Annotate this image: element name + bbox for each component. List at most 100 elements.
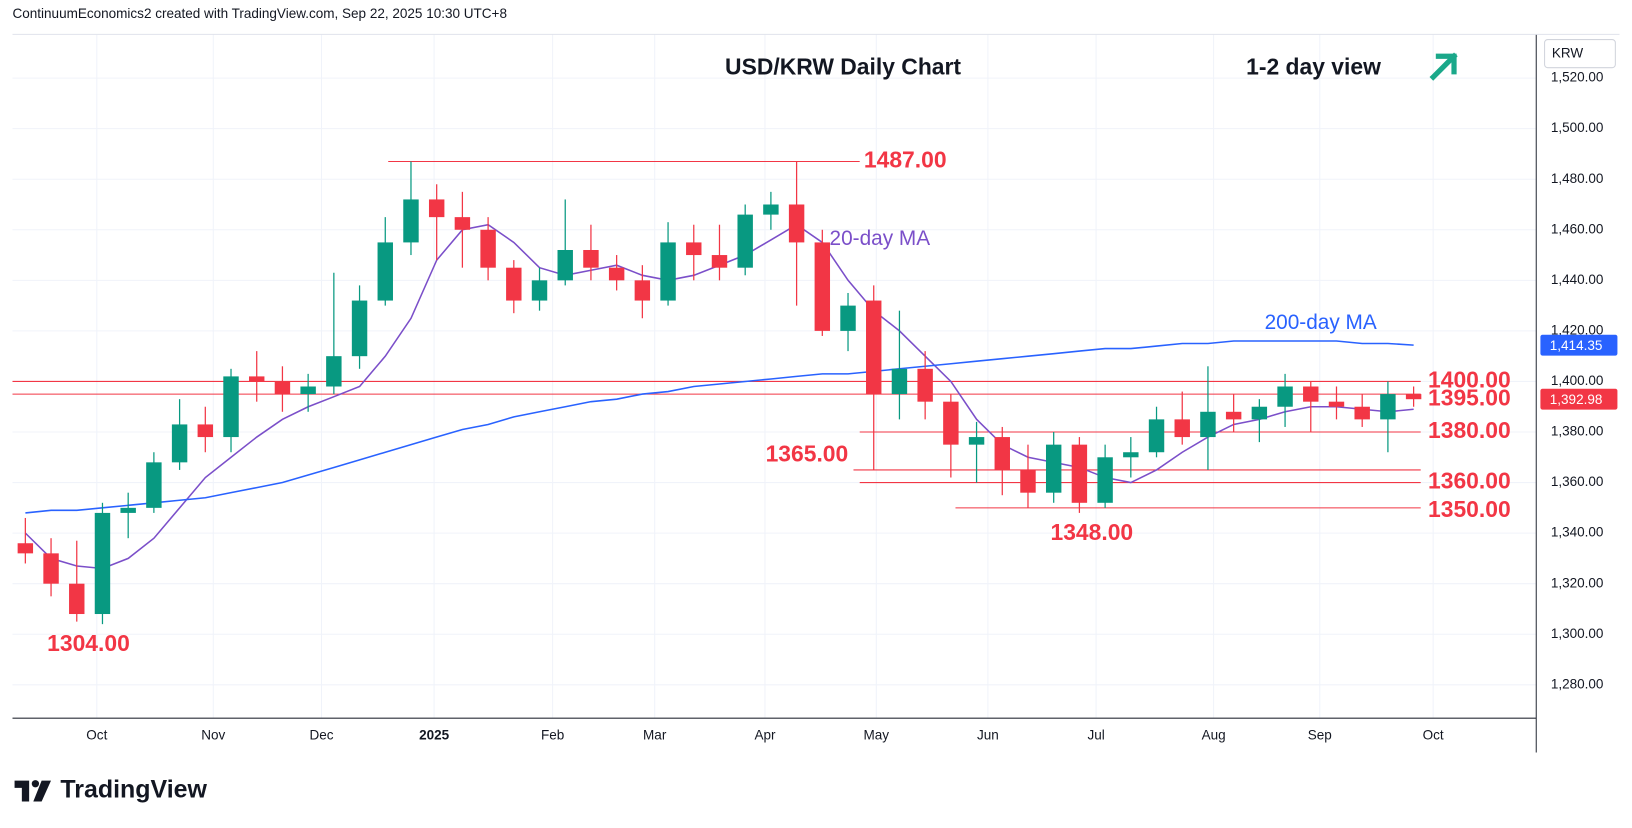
candle-body xyxy=(1303,386,1319,402)
y-tick-label: 1,360.00 xyxy=(1551,474,1604,489)
y-tick-label: 1,380.00 xyxy=(1551,424,1604,439)
low-label: 1348.00 xyxy=(1050,519,1133,545)
candle-body xyxy=(17,543,34,554)
x-tick-label: Mar xyxy=(643,727,667,742)
candle-body xyxy=(634,280,651,301)
candle-body xyxy=(1020,469,1036,493)
candle-body xyxy=(788,204,805,243)
x-tick-label: Feb xyxy=(541,727,564,742)
x-tick-label: Jun xyxy=(977,727,999,742)
price-tag-box xyxy=(1540,334,1618,356)
currency-label: KRW xyxy=(1552,46,1584,61)
candle-body xyxy=(840,305,856,331)
candle-body xyxy=(917,368,933,402)
candle-body xyxy=(737,214,753,268)
candle-body xyxy=(506,267,522,301)
candle-body xyxy=(1148,419,1165,453)
grid xyxy=(12,34,1537,719)
candle-body xyxy=(454,217,471,230)
y-tick-label: 1,440.00 xyxy=(1551,272,1604,287)
y-tick-label: 1,300.00 xyxy=(1551,626,1604,641)
candle-body xyxy=(608,267,625,281)
candle-body xyxy=(531,280,548,301)
x-tick-label: 2025 xyxy=(419,727,450,742)
candle-body xyxy=(1225,411,1242,420)
candle-body xyxy=(403,199,419,243)
level-label: 1395.00 xyxy=(1428,384,1511,410)
y-tick-label: 1,460.00 xyxy=(1551,221,1604,236)
y-axis-labels: 1,280.00 1,300.00 1,320.00 1,340.00 1,360.00… xyxy=(1551,70,1604,692)
candle-body xyxy=(1045,444,1062,493)
price-tag-label: 1,392.98 xyxy=(1550,392,1603,407)
candle-body xyxy=(763,204,779,215)
candle-body xyxy=(1123,452,1139,458)
x-tick-label: Sep xyxy=(1308,727,1332,742)
level-label: 1365.00 xyxy=(766,440,849,466)
up-arrow xyxy=(1429,52,1458,81)
header-text: ContinuumEconomics2 created with Trading… xyxy=(12,6,506,21)
candle-body xyxy=(223,376,239,438)
candle-body xyxy=(120,507,136,513)
candle-body xyxy=(94,512,111,615)
candle-body xyxy=(1174,419,1190,438)
candle-body xyxy=(891,368,908,395)
candle-body xyxy=(1328,401,1345,407)
level-label: 1350.00 xyxy=(1428,496,1511,522)
level-label: 1360.00 xyxy=(1428,468,1511,494)
candle-body xyxy=(968,437,985,445)
x-tick-label: Oct xyxy=(1423,727,1444,742)
level-label: 1380.00 xyxy=(1428,417,1511,443)
y-tick-label: 1,400.00 xyxy=(1551,373,1604,388)
candle-body xyxy=(377,242,393,301)
candle-body xyxy=(197,424,214,438)
moving-average-label: 200-day MA xyxy=(1265,311,1377,334)
y-tick-label: 1,520.00 xyxy=(1551,70,1604,85)
moving-average-line xyxy=(25,340,1414,514)
candle-body xyxy=(274,381,291,395)
x-tick-label: Nov xyxy=(201,727,225,742)
brand-name: TradingView xyxy=(60,776,207,804)
candle-body xyxy=(711,255,728,268)
candle-body xyxy=(428,199,445,218)
candle-body xyxy=(1097,457,1113,503)
price-tag-box xyxy=(1540,388,1618,410)
x-tick-label: Aug xyxy=(1202,727,1226,742)
candle-body xyxy=(249,376,265,382)
candle-body xyxy=(660,242,676,301)
candles xyxy=(17,161,1422,625)
x-tick-label: Apr xyxy=(754,727,776,742)
price-tag-label: 1,414.35 xyxy=(1550,338,1603,353)
candle-body xyxy=(1071,444,1088,503)
candle-body xyxy=(943,401,959,445)
candle-body xyxy=(686,242,702,256)
candle-body xyxy=(1380,394,1396,420)
moving-average-label: 20-day MA xyxy=(830,227,931,250)
candle-body xyxy=(583,249,599,268)
y-tick-label: 1,280.00 xyxy=(1551,676,1604,691)
candle-body xyxy=(69,583,85,615)
candle-body xyxy=(146,462,162,508)
candle-body xyxy=(351,300,368,357)
y-tick-label: 1,480.00 xyxy=(1551,171,1604,186)
x-tick-label: May xyxy=(864,727,890,742)
low-label: 1304.00 xyxy=(47,630,130,656)
x-tick-label: Jul xyxy=(1087,727,1104,742)
candle-body xyxy=(480,229,496,268)
x-tick-label: Oct xyxy=(86,727,107,742)
y-tick-label: 1,500.00 xyxy=(1551,120,1604,135)
candle-body xyxy=(43,553,59,584)
y-tick-label: 1,320.00 xyxy=(1551,575,1604,590)
price-tags: 1,414.35 1,392.98 xyxy=(1540,334,1618,410)
currency-button[interactable] xyxy=(1544,39,1616,69)
candle-body xyxy=(326,356,342,387)
candle-body xyxy=(994,437,1010,470)
brand-logo xyxy=(14,780,51,802)
candle-body xyxy=(1200,411,1216,438)
x-axis-labels: Oct Nov Dec 2025 Feb Mar Apr May Jun Jul Aug Sep Oct xyxy=(86,727,1444,742)
candle-body xyxy=(1405,394,1422,400)
chart-title: USD/KRW Daily Chart xyxy=(725,54,961,80)
candle-body xyxy=(814,242,831,331)
candle-body xyxy=(171,424,188,463)
